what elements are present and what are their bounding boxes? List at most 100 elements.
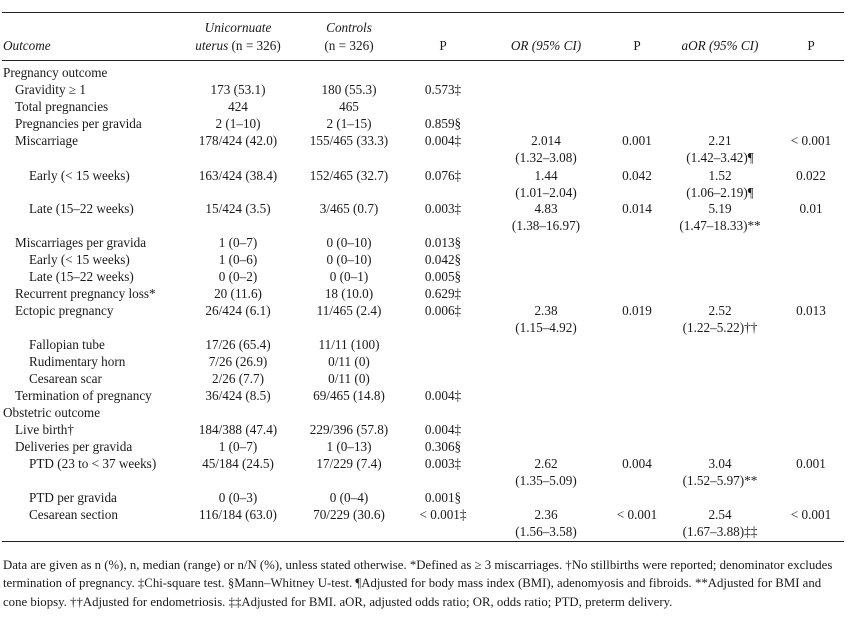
cell-p-value: 0.003‡ [424,456,462,471]
cell-or: 2.014 [531,133,561,148]
cell-or-ci: (1.01–2.04) [515,185,577,200]
cell-aor-p-value: 0.01 [799,201,823,216]
cell-aor-p-value: 0.013 [796,303,826,318]
cell-controls: 0 (0–4) [329,490,369,505]
row-label: PTD per gravida [29,490,117,505]
cell-controls: 229/396 (57.8) [309,422,389,437]
row-label: Late (15–22 weeks) [29,269,134,284]
row-label: Early (< 15 weeks) [29,252,130,267]
cell-unicornuate: 184/388 (47.4) [198,422,278,437]
table-top-rule [2,12,844,13]
cell-unicornuate: 17/26 (65.4) [205,337,271,352]
cell-controls: 0 (0–10) [326,252,372,267]
cell-p-value: 0.859§ [424,116,462,131]
cell-unicornuate: 36/424 (8.5) [205,388,271,403]
table-footnote: Data are given as n (%), n, median (rang… [3,558,833,609]
row-label: Miscarriage [15,133,78,148]
header-unicornuate-line2: uterus (n = 326) [195,37,280,54]
header-controls-n: (n = 326) [324,38,374,53]
cell-or: 1.44 [534,168,558,183]
cell-p-value: < 0.001‡ [419,507,467,522]
cell-aor: 2.21 [708,133,732,148]
cell-aor-p-value: 0.022 [796,168,826,183]
row-label: Pregnancies per gravida [15,116,142,131]
row-label: Early (< 15 weeks) [29,168,130,183]
cell-aor-p-value: 0.001 [796,456,826,471]
cell-or-ci: (1.35–5.09) [515,473,577,488]
cell-aor-p-value: < 0.001 [790,133,832,148]
header-aor: aOR (95% CI) [681,38,759,53]
cell-unicornuate: 1 (0–6) [218,252,258,267]
cell-or-p-value: 0.019 [622,303,652,318]
header-p3: P [807,38,815,53]
row-label: Deliveries per gravida [15,439,133,454]
cell-or-p-value: 0.014 [622,201,652,216]
cell-or: 2.38 [534,303,558,318]
cell-or-p-value: 0.001 [622,133,652,148]
row-label: Ectopic pregnancy [15,303,114,318]
header-unicornuate-uterus: uterus [195,38,229,53]
cell-p-value: 0.013§ [424,235,462,250]
cell-aor-p-value: < 0.001 [790,507,832,522]
cell-aor-ci: (1.42–3.42)¶ [686,150,754,165]
cell-p-value: 0.573‡ [424,82,462,97]
header-outcome: Outcome [3,38,51,53]
cell-controls: 3/465 (0.7) [319,201,379,216]
cell-p-value: 0.042§ [424,252,462,267]
cell-aor: 2.54 [708,507,732,522]
header-p2: P [633,38,641,53]
table-bottom-rule [2,541,844,542]
cell-controls: 152/465 (32.7) [309,168,389,183]
cell-controls: 11/465 (2.4) [316,303,382,318]
cell-unicornuate: 163/424 (38.4) [198,168,278,183]
row-label: Cesarean scar [29,371,102,386]
cell-unicornuate: 45/184 (24.5) [202,456,274,471]
cell-or: 2.62 [534,456,558,471]
table-header-rule [2,60,844,61]
header-or: OR (95% CI) [510,38,582,53]
cell-or-ci: (1.15–4.92) [515,320,577,335]
cell-controls: 0/11 (0) [328,371,370,386]
cell-p-value: 0.004‡ [424,422,462,437]
cell-unicornuate: 178/424 (42.0) [198,133,278,148]
cell-controls: 18 (10.0) [324,286,374,301]
cell-unicornuate: 173 (53.1) [210,82,266,97]
cell-controls: 0 (0–10) [326,235,372,250]
cell-unicornuate: 1 (0–7) [218,235,258,250]
cell-unicornuate: 116/184 (63.0) [199,507,277,522]
cell-aor: 2.52 [708,303,732,318]
row-label: Gravidity ≥ 1 [15,82,86,97]
cell-controls: 69/465 (14.8) [313,388,385,403]
cell-controls: 11/11 (100) [318,337,380,352]
header-unicornuate-n: (n = 326) [231,38,281,53]
cell-aor: 1.52 [708,168,732,183]
row-label: Fallopian tube [29,337,105,352]
cell-controls: 180 (55.3) [321,82,377,97]
cell-p-value: 0.006‡ [424,303,462,318]
cell-unicornuate: 0 (0–2) [218,269,258,284]
cell-p-value: 0.076‡ [424,168,462,183]
row-label: Rudimentary horn [29,354,126,369]
row-label: Recurrent pregnancy loss* [15,286,156,301]
cell-aor-ci: (1.52–5.97)** [682,473,758,488]
cell-unicornuate: 26/424 (6.1) [205,303,271,318]
cell-p-value: 0.004‡ [424,133,462,148]
cell-or-p-value: 0.042 [622,168,652,183]
cell-unicornuate: 7/26 (26.9) [208,354,268,369]
cell-controls: 17/229 (7.4) [316,456,382,471]
section-heading: Obstetric outcome [3,405,101,420]
row-label: Termination of pregnancy [15,388,152,403]
cell-unicornuate: 424 [228,99,248,114]
row-label: Late (15–22 weeks) [29,201,134,216]
cell-or-ci: (1.32–3.08) [515,150,577,165]
cell-unicornuate: 2 (1–10) [215,116,261,131]
cell-controls: 1 (0–13) [326,439,372,454]
cell-aor-ci: (1.22–5.22)†† [682,320,758,335]
cell-p-value: 0.004‡ [424,388,462,403]
cell-or: 2.36 [534,507,558,522]
cell-unicornuate: 20 (11.6) [214,286,262,301]
header-controls-line1: Controls [326,20,372,35]
section-heading: Pregnancy outcome [3,65,108,80]
cell-unicornuate: 0 (0–3) [218,490,258,505]
